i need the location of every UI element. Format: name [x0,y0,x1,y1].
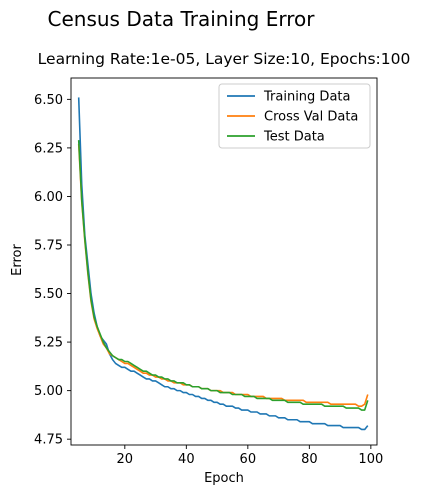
y-tick-label: 6.25 [34,141,63,156]
x-tick-label: 40 [178,452,195,467]
y-tick-label: 5.25 [34,336,63,351]
y-tick-label: 6.50 [34,93,63,108]
series-line-training-data [77,97,369,431]
legend-label: Test Data [263,130,325,145]
x-axis-label: Epoch [204,471,244,486]
legend-label: Cross Val Data [264,110,358,125]
y-tick-label: 5.00 [34,384,63,399]
x-tick-label: 20 [117,452,134,467]
x-tick-label: 60 [240,452,257,467]
legend-box [218,83,371,149]
x-tick-label: 100 [358,452,383,467]
series-line-test-data [77,140,369,411]
plot-frame [70,77,378,446]
chart-subtitle: Learning Rate:1e-05, Layer Size:10, Epoc… [38,50,411,68]
x-tick-label: 80 [301,452,318,467]
chart-title: Census Data Training Error [48,7,316,31]
y-axis-label: Error [10,244,25,276]
plot-area: 20 40 60 80 100 4.75 5.00 5.25 5.50 5.75 6.00 6.25 6… [34,77,383,467]
y-tick-label: 5.50 [34,287,63,302]
legend-label: Training Data [263,90,350,105]
y-tick-label: 6.00 [34,190,63,205]
y-tick-label: 5.75 [34,238,63,253]
y-tick-label: 4.75 [34,433,63,448]
